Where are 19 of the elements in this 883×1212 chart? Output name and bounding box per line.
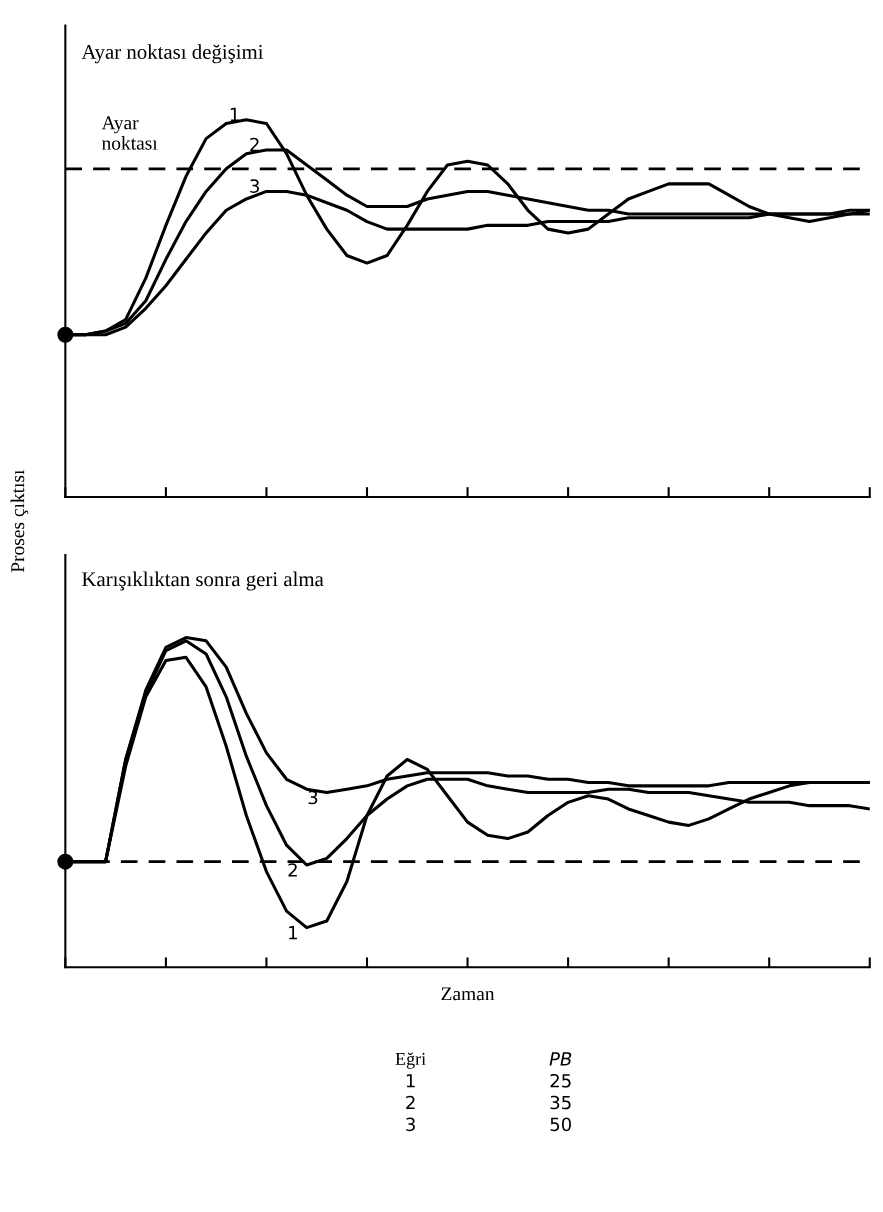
series-label: 1 — [230, 107, 239, 121]
series-label: 3 — [308, 790, 318, 805]
text: 3 — [406, 1117, 415, 1132]
text: 50 — [550, 1117, 571, 1132]
series-label: 2 — [288, 863, 297, 877]
chart-title: Karışıklıktan sonra geri alma — [82, 571, 324, 591]
series-label: 3 — [250, 179, 259, 193]
x-axis-title: Zaman — [441, 987, 495, 1001]
text: 25 — [550, 1073, 571, 1088]
text: PB — [549, 1052, 572, 1066]
text: 1 — [406, 1074, 415, 1088]
y-axis-title: Proses çıktısı — [10, 469, 29, 573]
text: 35 — [550, 1095, 571, 1110]
series-label: 1 — [289, 926, 297, 940]
text: Eğri — [395, 1052, 426, 1069]
chart-title: Ayar noktası değişimi — [81, 44, 264, 64]
ref-line-label: Ayar noktası — [101, 116, 158, 150]
text: 2 — [406, 1095, 415, 1110]
series-label: 2 — [250, 137, 259, 152]
